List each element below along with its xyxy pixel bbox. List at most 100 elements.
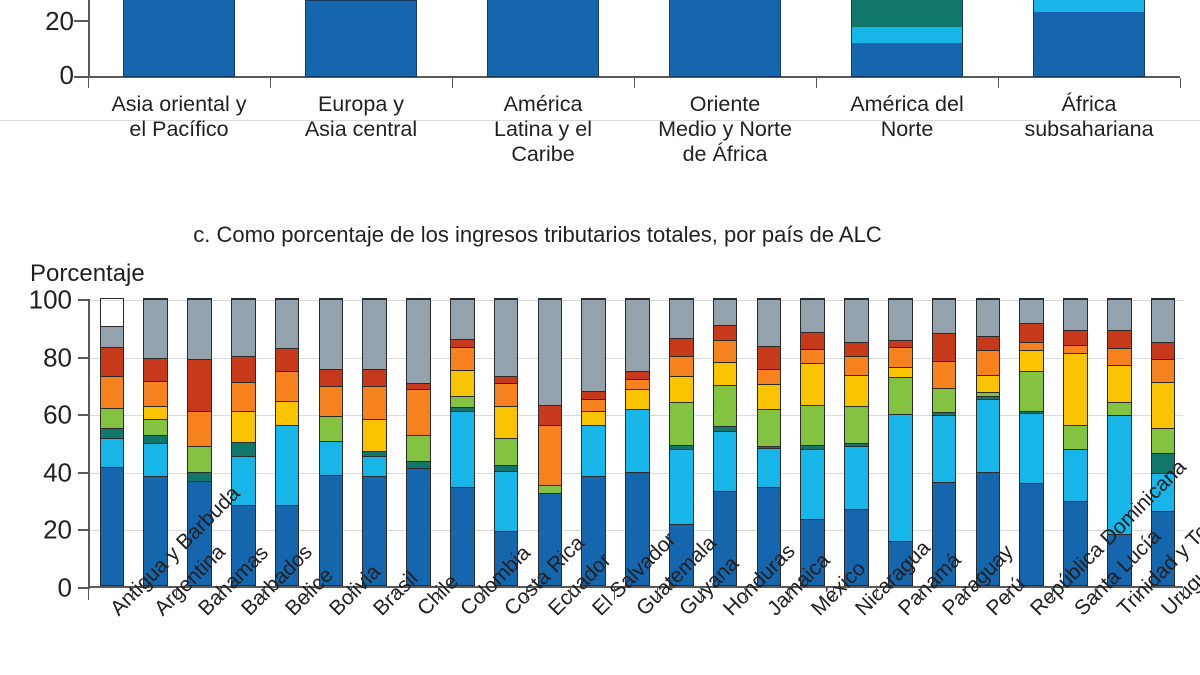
panel-c-bar-segment: [363, 476, 386, 585]
panel-c-bar-segment: [451, 338, 474, 348]
panel-c-bar: [99, 298, 125, 586]
panel-c-bar: [406, 298, 431, 586]
panel-c-bar-segment: [1151, 453, 1175, 474]
panel-c-bar-segment: [232, 410, 255, 442]
panel-c-bar-segment: [188, 298, 211, 360]
panel-c-x-tick: [1051, 588, 1053, 600]
panel-c-bar-segment: [932, 414, 956, 483]
panel-c-x-tick: [613, 588, 615, 600]
panel-c-bar-segment: [889, 377, 912, 415]
panel-c-bar-segment: [845, 406, 868, 444]
panel-b-bar: [486, 0, 600, 77]
panel-c-bar-segment: [144, 443, 167, 477]
panel-c-bar-segment: [144, 380, 167, 407]
panel-c-bar-segment: [538, 298, 562, 405]
panel-c-bar: [625, 298, 650, 586]
panel-c-y-tick-mark: [78, 471, 90, 474]
panel-b-bar-segment: [305, 1, 417, 76]
panel-c-bar-segment: [757, 384, 781, 409]
panel-c-title: c. Como porcentaje de los ingresos tribu…: [193, 222, 882, 247]
panel-c-bar: [712, 298, 738, 586]
panel-c-bar-segment: [1020, 370, 1043, 411]
panel-c-bar-segment: [232, 442, 255, 457]
panel-c-bar: [537, 298, 563, 586]
panel-c-bar: [274, 298, 300, 586]
panel-c-bar-segment: [1064, 500, 1087, 585]
panel-c-bar-segment: [1108, 401, 1131, 415]
panel-b-bar: [668, 0, 782, 77]
panel-c-bar-segment: [670, 401, 693, 445]
panel-c-bar-segment: [670, 449, 693, 524]
panel-c-bar-segment: [670, 523, 693, 585]
panel-c-y-tick-label: 0: [57, 572, 72, 603]
panel-c-bar-segment: [1108, 330, 1131, 348]
panel-c-bar: [1019, 298, 1044, 586]
panel-c-bar: [931, 298, 957, 586]
panel-c-bar-segment: [801, 331, 824, 350]
panel-c-bar-segment: [670, 444, 693, 450]
panel-c-bar-segment: [801, 444, 824, 450]
panel-c-bar-segment: [1020, 410, 1043, 414]
panel-c-bar-segment: [757, 445, 781, 449]
panel-c-bar: [362, 298, 387, 586]
panel-b-bar-segment: [487, 0, 599, 76]
panel-c-y-tick-label: 60: [43, 399, 72, 430]
panel-c-bar-segment: [451, 299, 474, 339]
panel-b-x-axis-line: [88, 76, 1180, 78]
panel-c-bar-segment: [626, 299, 649, 371]
panel-c-bar-segment: [1151, 359, 1175, 382]
panel-b-bar: [850, 0, 964, 77]
panel-c-bar-segment: [845, 374, 868, 407]
panel-b-x-tick: [998, 78, 999, 88]
panel-b-gridline-20: [0, 120, 1200, 121]
panel-c-bar-segment: [232, 504, 255, 585]
panel-c-bar-segment: [1151, 341, 1175, 360]
panel-c-bar-segment: [407, 383, 430, 390]
panel-c-bar-segment: [188, 359, 211, 411]
panel-c-bar-segment: [232, 299, 255, 357]
panel-c-bar-segment: [670, 376, 693, 402]
panel-c-bar-segment: [713, 430, 737, 491]
panel-b-category-label: África subsahariana: [1024, 92, 1154, 142]
panel-b-bar: [304, 0, 418, 77]
panel-c-bar-segment: [451, 407, 474, 412]
panel-b-x-tick: [88, 78, 89, 88]
panel-c-bar-segment: [582, 410, 605, 425]
panel-c-bar: [187, 298, 212, 586]
panel-c-bar-segment: [626, 472, 649, 585]
panel-c-bar-segment: [407, 467, 430, 585]
panel-c-bar-segment: [582, 399, 605, 411]
panel-c-bar-segment: [757, 486, 781, 585]
panel-c-bar-segment: [144, 299, 167, 358]
panel-b-x-tick: [1180, 78, 1181, 88]
panel-c-bar-segment: [670, 337, 693, 357]
panel-c-bar-segment: [801, 449, 824, 520]
panel-c-y-tick-mark: [78, 529, 90, 532]
panel-c-bar-segment: [1020, 341, 1043, 351]
panel-c-bar-segment: [363, 299, 386, 370]
panel-c-x-tick: [350, 588, 352, 600]
panel-b-tickmark-0: [74, 76, 88, 78]
panel-c-bar-segment: [670, 299, 693, 338]
panel-b-tickmark-20: [74, 20, 88, 22]
panel-c-x-tick: [832, 588, 834, 600]
panel-c-bar-segment: [407, 434, 430, 461]
panel-c-bar-segment: [1020, 298, 1043, 324]
panel-c-bar: [318, 298, 344, 586]
panel-b-bar: [1032, 0, 1146, 77]
panel-c-bar-segment: [188, 472, 211, 481]
panel-c-bar-segment: [1108, 364, 1131, 402]
panel-c-x-tick: [745, 588, 746, 600]
panel-c-bar-segment: [188, 410, 211, 447]
panel-c-x-tick: [482, 588, 484, 600]
panel-c-bar-segment: [976, 350, 1000, 375]
panel-c-x-tick: [219, 588, 221, 600]
panel-c-bar-segment: [494, 406, 518, 438]
panel-c-bar-segment: [582, 299, 605, 391]
panel-c-bar: [231, 298, 256, 586]
panel-c-bar-segment: [1064, 330, 1087, 345]
panel-c-bar-segment: [626, 389, 649, 410]
panel-c-bar-segment: [713, 490, 737, 585]
panel-c-bar-segment: [1151, 427, 1175, 454]
